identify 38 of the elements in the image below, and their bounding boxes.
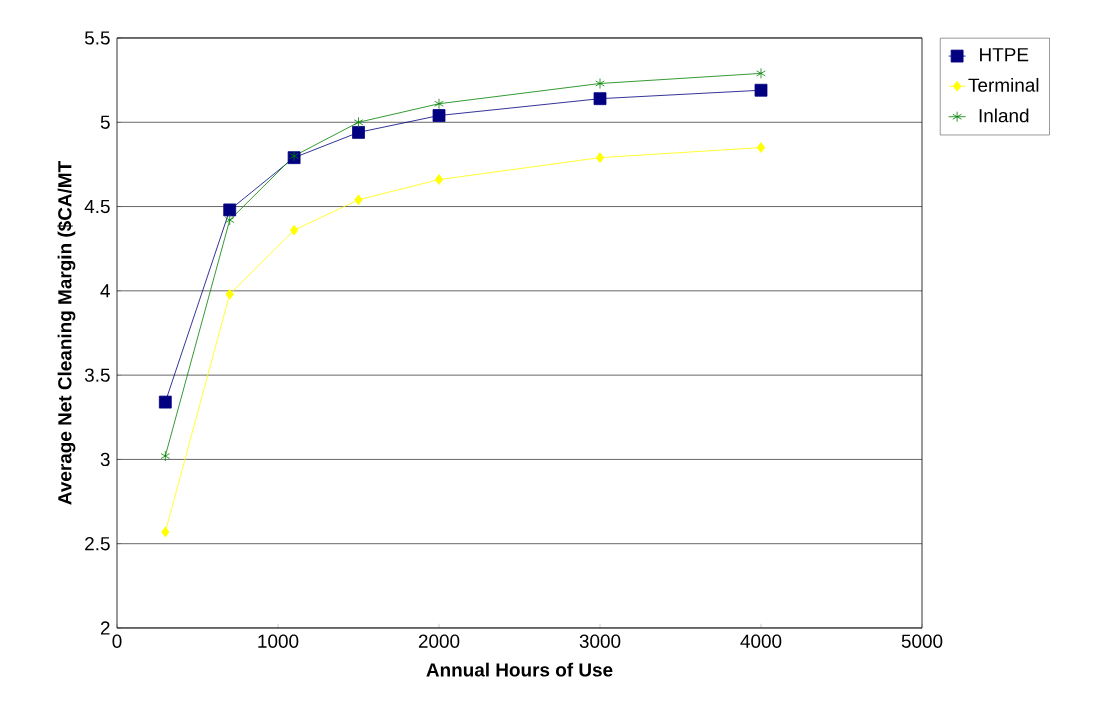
- point: [595, 78, 605, 89]
- x-tick-label: 3000: [579, 634, 621, 648]
- legend-label: Inland: [979, 108, 1029, 123]
- x-axis-title: Annual Hours of Use: [426, 662, 613, 677]
- point: [434, 174, 444, 185]
- y-tick-label: 5: [100, 115, 110, 129]
- y-tick-label: 4.5: [84, 199, 110, 214]
- y-tick-label: 2: [100, 621, 110, 635]
- point: [756, 142, 766, 153]
- y-tick-label: 4: [100, 284, 110, 298]
- point: [161, 526, 170, 538]
- point: [354, 194, 363, 206]
- y-tick-label: 3: [100, 452, 110, 467]
- point: [754, 83, 768, 97]
- point: [160, 450, 171, 462]
- point: [432, 109, 446, 122]
- legend-label: Terminal: [968, 77, 1039, 92]
- x-tick-label: 4000: [740, 634, 782, 648]
- point: [224, 214, 235, 226]
- point: [595, 152, 605, 164]
- point: [353, 116, 364, 128]
- point: [756, 68, 766, 79]
- legend-label: HTPE: [980, 48, 1029, 62]
- point: [434, 98, 444, 110]
- point: [225, 288, 234, 300]
- point: [352, 126, 365, 139]
- x-tick-label: 1000: [258, 634, 299, 648]
- y-tick-label: 2.5: [85, 537, 110, 551]
- x-tick-label: 5000: [901, 634, 943, 648]
- x-tick-label: 2000: [418, 634, 460, 648]
- x-tick-label: 0: [112, 634, 122, 648]
- point: [289, 224, 299, 236]
- point: [223, 203, 237, 217]
- y-axis-title: Average Net Cleaning Margin ($CA/MT: [57, 161, 76, 505]
- y-tick-label: 5.5: [84, 31, 110, 45]
- point: [593, 92, 607, 106]
- y-tick-label: 3.5: [84, 368, 110, 382]
- point: [158, 395, 172, 409]
